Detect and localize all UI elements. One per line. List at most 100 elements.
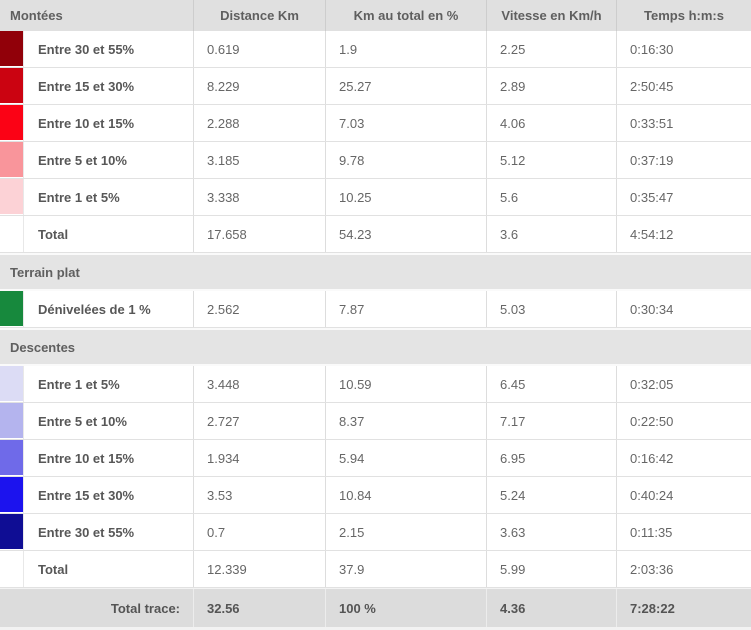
time-cell: 0:16:30 [616,31,751,67]
table-header-row: Montées Distance Km Km au total en % Vit… [0,0,751,31]
time-cell: 4:54:12 [616,216,751,252]
time-cell: 2:50:45 [616,68,751,104]
column-header-percent: Km au total en % [325,0,486,31]
swatch-color [0,291,23,326]
row-label: Entre 30 et 55% [23,31,193,67]
table-row: Entre 30 et 55% 0.7 2.15 3.63 0:11:35 [0,514,751,551]
percent-cell: 1.9 [325,31,486,67]
row-label: Entre 15 et 30% [23,477,193,513]
bottom-spacer [0,627,751,630]
time-cell: 2:03:36 [616,551,751,587]
column-header-speed: Vitesse en Km/h [486,0,616,31]
percent-cell: 8.37 [325,403,486,439]
speed-cell: 5.03 [486,291,616,327]
speed-cell: 7.17 [486,403,616,439]
swatch-color [0,514,23,549]
distance-cell: 12.339 [193,551,325,587]
time-cell: 0:40:24 [616,477,751,513]
swatch-color [0,366,23,401]
distance-cell: 2.288 [193,105,325,141]
distance-cell: 3.338 [193,179,325,215]
row-label: Entre 5 et 10% [23,142,193,178]
time-cell: 0:33:51 [616,105,751,141]
distance-cell: 17.658 [193,216,325,252]
swatch-color [0,142,23,177]
section-bar-descentes: Descentes [0,328,751,366]
color-swatch [0,440,23,476]
color-swatch [0,31,23,67]
percent-cell: 5.94 [325,440,486,476]
row-label: Total [23,551,193,587]
table-row: Entre 1 et 5% 3.448 10.59 6.45 0:32:05 [0,366,751,403]
percent-cell: 10.59 [325,366,486,402]
table-row: Entre 5 et 10% 2.727 8.37 7.17 0:22:50 [0,403,751,440]
color-swatch [0,403,23,439]
percent-cell: 7.87 [325,291,486,327]
table-row: Entre 5 et 10% 3.185 9.78 5.12 0:37:19 [0,142,751,179]
distance-cell: 3.185 [193,142,325,178]
column-header-time: Temps h:m:s [616,0,751,31]
distance-cell: 0.7 [193,514,325,550]
time-cell: 0:11:35 [616,514,751,550]
swatch-color [0,179,23,214]
row-label: Entre 1 et 5% [23,179,193,215]
speed-cell: 3.63 [486,514,616,550]
time-cell: 0:35:47 [616,179,751,215]
table-row: Entre 15 et 30% 3.53 10.84 5.24 0:40:24 [0,477,751,514]
color-swatch [0,514,23,550]
speed-cell: 2.89 [486,68,616,104]
row-label: Entre 30 et 55% [23,514,193,550]
row-label: Entre 10 et 15% [23,105,193,141]
distance-cell: 2.727 [193,403,325,439]
speed-cell: 5.12 [486,142,616,178]
row-label: Entre 10 et 15% [23,440,193,476]
percent-cell: 37.9 [325,551,486,587]
speed-cell: 3.6 [486,216,616,252]
time-cell: 0:30:34 [616,291,751,327]
speed-cell: 5.24 [486,477,616,513]
footer-speed-cell: 4.36 [486,589,616,627]
table-row: Entre 30 et 55% 0.619 1.9 2.25 0:16:30 [0,31,751,68]
color-swatch [0,366,23,402]
row-label: Entre 5 et 10% [23,403,193,439]
speed-cell: 5.6 [486,179,616,215]
percent-cell: 7.03 [325,105,486,141]
table-row: Dénivelées de 1 % 2.562 7.87 5.03 0:30:3… [0,291,751,328]
distance-cell: 3.448 [193,366,325,402]
distance-cell: 3.53 [193,477,325,513]
time-cell: 0:37:19 [616,142,751,178]
color-swatch [0,179,23,215]
percent-cell: 10.84 [325,477,486,513]
row-label: Entre 1 et 5% [23,366,193,402]
row-label: Entre 15 et 30% [23,68,193,104]
color-swatch [0,216,23,252]
table-row: Entre 10 et 15% 1.934 5.94 6.95 0:16:42 [0,440,751,477]
time-cell: 0:22:50 [616,403,751,439]
swatch-color [0,68,23,103]
swatch-color [0,31,23,66]
table-row-total-descentes: Total 12.339 37.9 5.99 2:03:36 [0,551,751,588]
distance-cell: 1.934 [193,440,325,476]
color-swatch [0,105,23,141]
color-swatch [0,551,23,587]
swatch-color [0,440,23,475]
distance-cell: 8.229 [193,68,325,104]
footer-label: Total trace: [110,600,180,616]
table-row: Entre 1 et 5% 3.338 10.25 5.6 0:35:47 [0,179,751,216]
speed-cell: 6.95 [486,440,616,476]
column-header-distance: Distance Km [193,0,325,31]
distance-cell: 0.619 [193,31,325,67]
footer-distance-cell: 32.56 [193,589,325,627]
speed-cell: 6.45 [486,366,616,402]
color-swatch [0,477,23,513]
footer-time-cell: 7:28:22 [616,589,751,627]
color-swatch [0,68,23,104]
time-cell: 0:16:42 [616,440,751,476]
percent-cell: 10.25 [325,179,486,215]
speed-cell: 4.06 [486,105,616,141]
section-header-montees: Montées [10,8,63,23]
percent-cell: 9.78 [325,142,486,178]
percent-cell: 54.23 [325,216,486,252]
row-label: Dénivelées de 1 % [23,291,193,327]
